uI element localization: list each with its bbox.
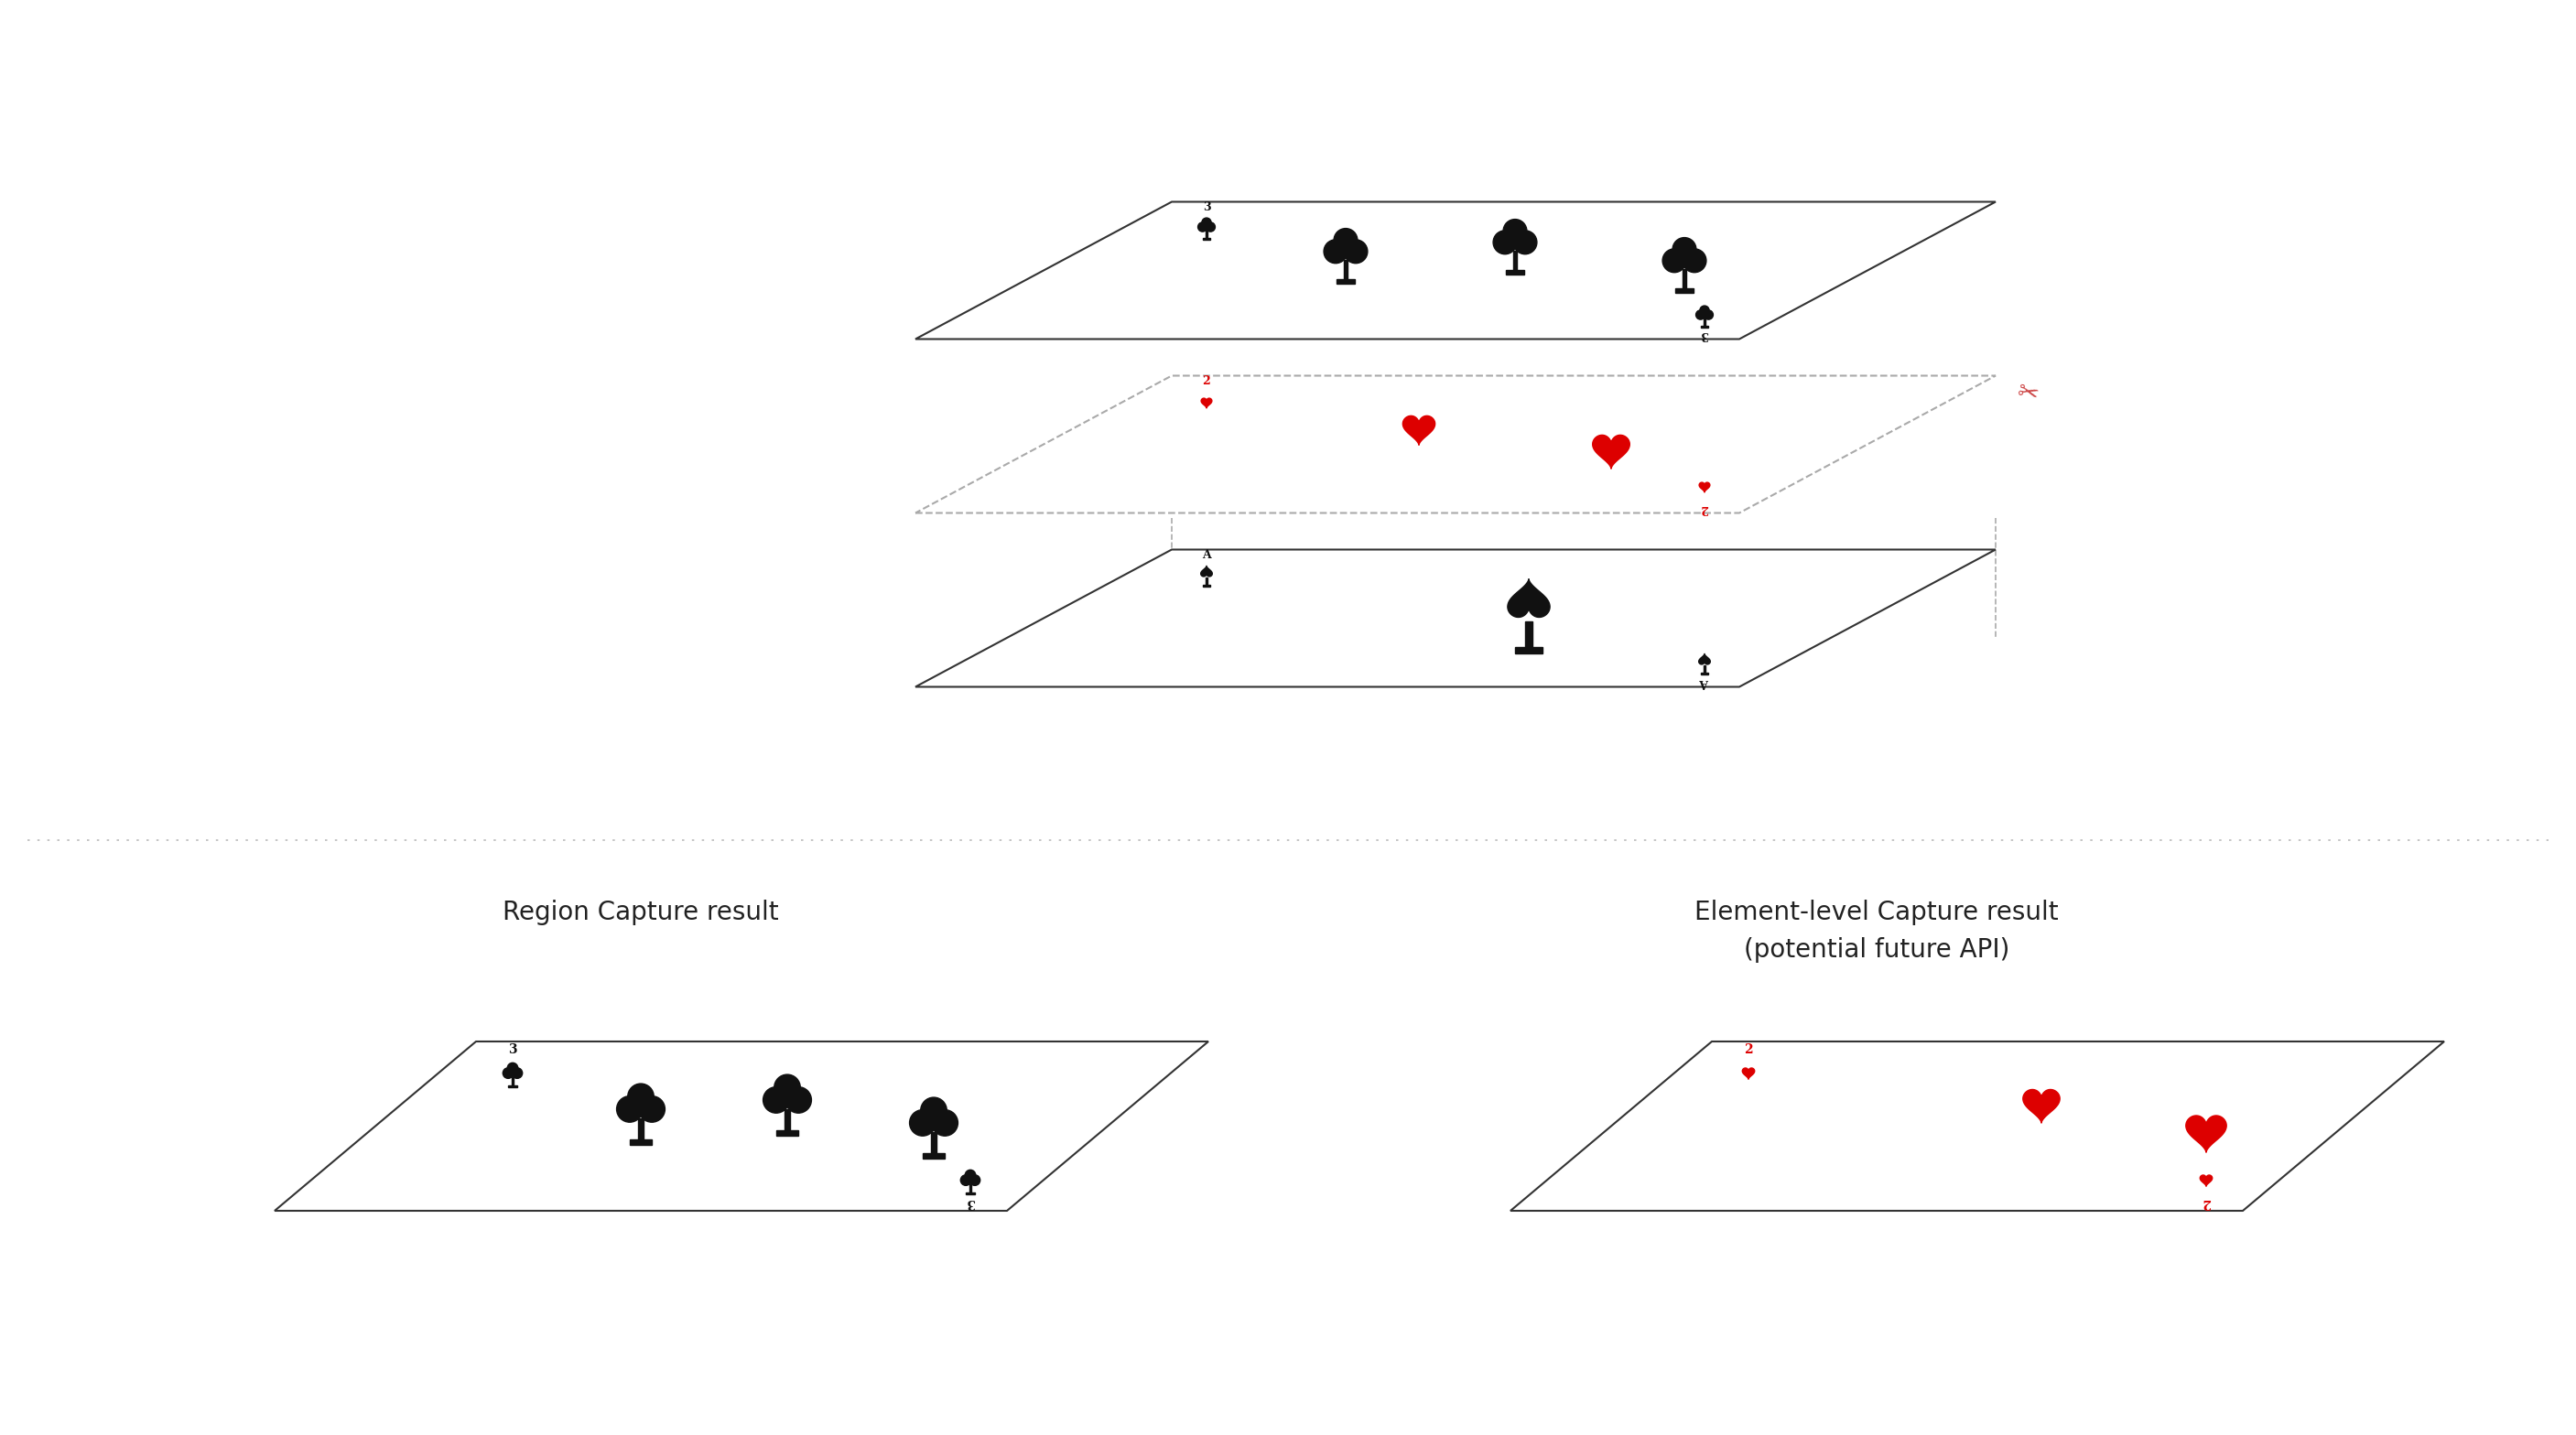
Bar: [1203, 584, 1211, 587]
Text: Element-level Capture result
(potential future API): Element-level Capture result (potential …: [1695, 900, 2058, 963]
Polygon shape: [1200, 397, 1211, 408]
Text: ✂: ✂: [2014, 379, 2040, 409]
Bar: [786, 1109, 791, 1131]
Bar: [1700, 673, 1708, 674]
Polygon shape: [1592, 435, 1631, 469]
Text: 2: 2: [1203, 375, 1211, 386]
Circle shape: [1695, 310, 1705, 320]
Polygon shape: [1510, 1042, 2445, 1211]
Bar: [966, 1192, 974, 1194]
Polygon shape: [2200, 1175, 2213, 1187]
Circle shape: [1345, 240, 1368, 263]
Bar: [933, 1132, 935, 1154]
Bar: [1525, 621, 1533, 647]
Circle shape: [507, 1063, 518, 1073]
Bar: [1515, 647, 1543, 654]
Circle shape: [1206, 222, 1216, 231]
Bar: [1674, 288, 1695, 293]
Circle shape: [966, 1170, 976, 1181]
Polygon shape: [1700, 482, 1710, 492]
Polygon shape: [1698, 654, 1710, 664]
Circle shape: [502, 1068, 513, 1079]
Circle shape: [1682, 248, 1705, 273]
Bar: [1345, 260, 1347, 278]
Circle shape: [969, 1175, 979, 1185]
Circle shape: [961, 1175, 971, 1185]
Bar: [778, 1131, 799, 1135]
Polygon shape: [914, 376, 1996, 512]
Circle shape: [1512, 231, 1538, 254]
Bar: [507, 1085, 518, 1088]
Polygon shape: [914, 550, 1996, 687]
Circle shape: [1504, 220, 1528, 243]
Circle shape: [775, 1075, 801, 1101]
Bar: [1700, 326, 1708, 327]
Bar: [1512, 251, 1517, 270]
Polygon shape: [1200, 565, 1213, 577]
Polygon shape: [2022, 1089, 2061, 1122]
Circle shape: [1672, 238, 1695, 261]
Circle shape: [909, 1109, 935, 1137]
Text: 3: 3: [1203, 201, 1211, 212]
Text: 3: 3: [507, 1043, 518, 1056]
Circle shape: [933, 1109, 958, 1137]
Circle shape: [786, 1086, 811, 1114]
Polygon shape: [1741, 1068, 1754, 1079]
Circle shape: [1703, 310, 1713, 320]
Polygon shape: [914, 202, 1996, 339]
Circle shape: [1198, 222, 1208, 231]
Circle shape: [513, 1068, 523, 1079]
Polygon shape: [1507, 580, 1551, 617]
Polygon shape: [2187, 1115, 2226, 1152]
Bar: [631, 1139, 652, 1145]
Bar: [922, 1154, 945, 1158]
Bar: [639, 1118, 644, 1139]
Bar: [1504, 270, 1525, 274]
Bar: [1203, 238, 1211, 240]
Text: 3: 3: [966, 1197, 974, 1208]
Circle shape: [1334, 228, 1358, 253]
Text: 2: 2: [1744, 1043, 1752, 1056]
Circle shape: [616, 1096, 644, 1122]
Circle shape: [1700, 306, 1710, 316]
Circle shape: [1494, 231, 1517, 254]
Text: A: A: [1700, 676, 1708, 687]
Circle shape: [1662, 248, 1687, 273]
Polygon shape: [1404, 416, 1435, 445]
Text: 3: 3: [1700, 329, 1708, 340]
Bar: [1337, 278, 1355, 284]
Text: A: A: [1203, 548, 1211, 561]
Circle shape: [920, 1098, 948, 1124]
Bar: [1682, 268, 1687, 288]
Text: 2: 2: [1700, 502, 1708, 514]
Circle shape: [1324, 240, 1347, 263]
Text: 2: 2: [2202, 1197, 2210, 1208]
Circle shape: [1203, 218, 1211, 227]
Text: Region Capture result: Region Capture result: [502, 900, 778, 926]
Polygon shape: [276, 1042, 1208, 1211]
Circle shape: [639, 1096, 665, 1122]
Circle shape: [762, 1086, 788, 1114]
Circle shape: [629, 1083, 654, 1109]
